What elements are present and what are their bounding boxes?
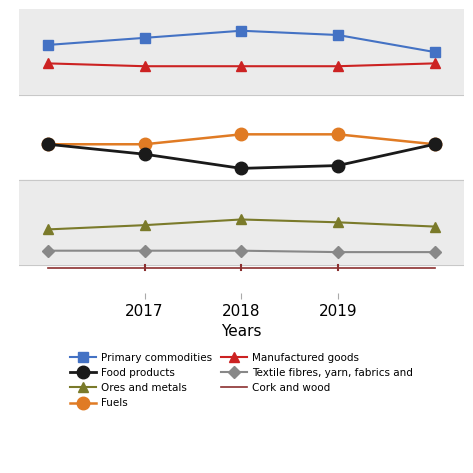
X-axis label: Years: Years (221, 324, 262, 339)
Bar (19, 180, 464, 265)
Legend: Primary commodities, Food products, Ores and metals, Fuels, Manufactured goods, : Primary commodities, Food products, Ores… (67, 350, 416, 412)
Bar (19, 265, 464, 293)
Bar (19, 95, 464, 180)
Bar (19, 9, 464, 95)
